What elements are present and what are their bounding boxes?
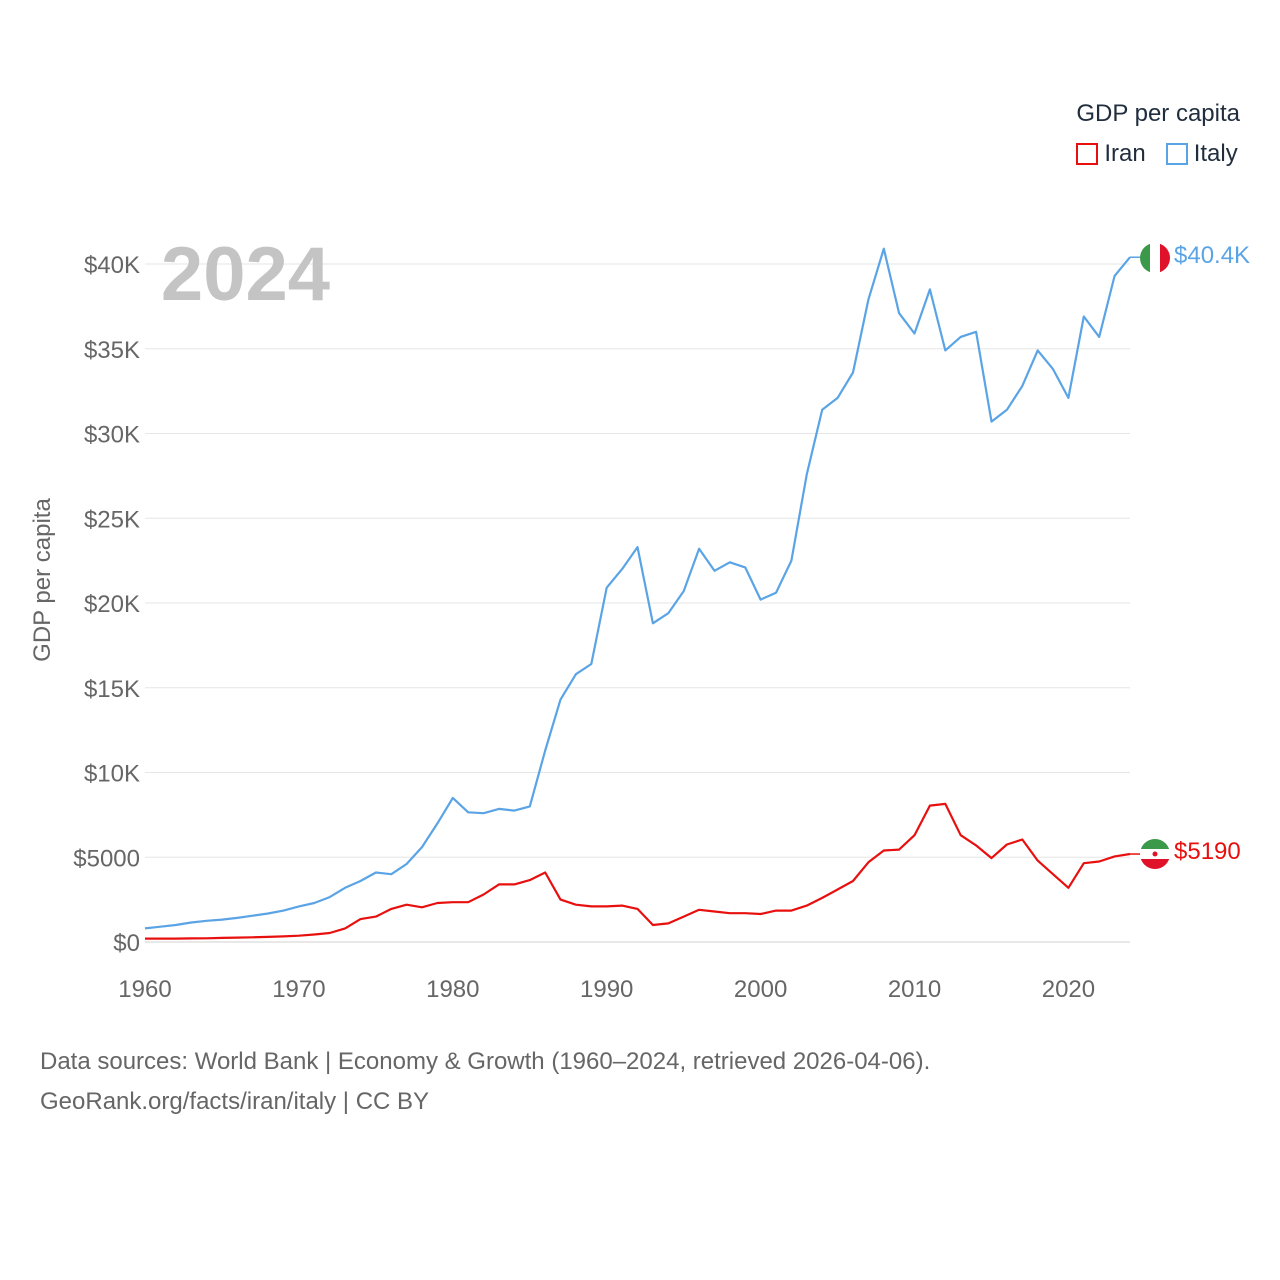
legend-item-italy[interactable]: Italy xyxy=(1165,140,1238,168)
legend-item-iran[interactable]: Iran xyxy=(1076,140,1146,168)
x-tick-label: 2010 xyxy=(888,976,941,1003)
italy-flag-icon xyxy=(1140,243,1170,273)
y-tick-label: $0 xyxy=(113,930,140,957)
y-tick-label: $40K xyxy=(84,252,140,279)
series-lines xyxy=(144,247,1140,940)
legend: GDP per capita Iran Italy xyxy=(1076,100,1240,168)
y-tick-label: $5000 xyxy=(73,845,140,872)
iran-flag-icon xyxy=(1140,839,1170,869)
y-tick-label: $25K xyxy=(84,506,140,533)
y-tick-label: $35K xyxy=(84,337,140,364)
x-tick-label: 1970 xyxy=(272,976,325,1003)
y-tick-label: $20K xyxy=(84,591,140,618)
italy-end-label: $40.4K xyxy=(1174,242,1250,269)
source-note: Data sources: World Bank | Economy & Gro… xyxy=(40,1042,930,1122)
year-label: 2024 xyxy=(161,232,330,317)
source-line-2[interactable]: GeoRank.org/facts/iran/italy | CC BY xyxy=(40,1088,430,1115)
x-tick-label: 1980 xyxy=(426,976,479,1003)
legend-swatch-italy xyxy=(1165,143,1188,165)
x-tick-label: 2020 xyxy=(1042,976,1095,1003)
iran-end-label: $5190 xyxy=(1174,838,1241,865)
x-tick-label: 1960 xyxy=(118,976,171,1003)
series-line-iran[interactable] xyxy=(145,802,1131,940)
legend-label-iran: Iran xyxy=(1104,140,1146,167)
y-axis-ticks: $0 $5000 $10K $15K $20K $25K $30K $35K $40K xyxy=(73,252,140,957)
y-axis-label: GDP per capita xyxy=(29,498,56,662)
x-axis-ticks: 1960 1970 1980 1990 2000 2010 2020 xyxy=(118,976,1095,1003)
gridlines xyxy=(145,263,1130,943)
y-tick-label: $15K xyxy=(84,676,140,703)
legend-title: GDP per capita xyxy=(1076,100,1240,127)
y-tick-label: $30K xyxy=(84,422,140,449)
x-tick-label: 2000 xyxy=(734,976,787,1003)
legend-swatch-iran xyxy=(1076,143,1099,165)
source-line-1: Data sources: World Bank | Economy & Gro… xyxy=(40,1048,931,1075)
x-tick-label: 1990 xyxy=(580,976,633,1003)
y-tick-label: $10K xyxy=(84,761,140,788)
legend-label-italy: Italy xyxy=(1193,140,1238,167)
gdp-line-chart: $0 $5000 $10K $15K $20K $25K $30K $35K $40K 1960… xyxy=(29,232,1250,1003)
series-line-italy[interactable] xyxy=(144,247,1131,930)
